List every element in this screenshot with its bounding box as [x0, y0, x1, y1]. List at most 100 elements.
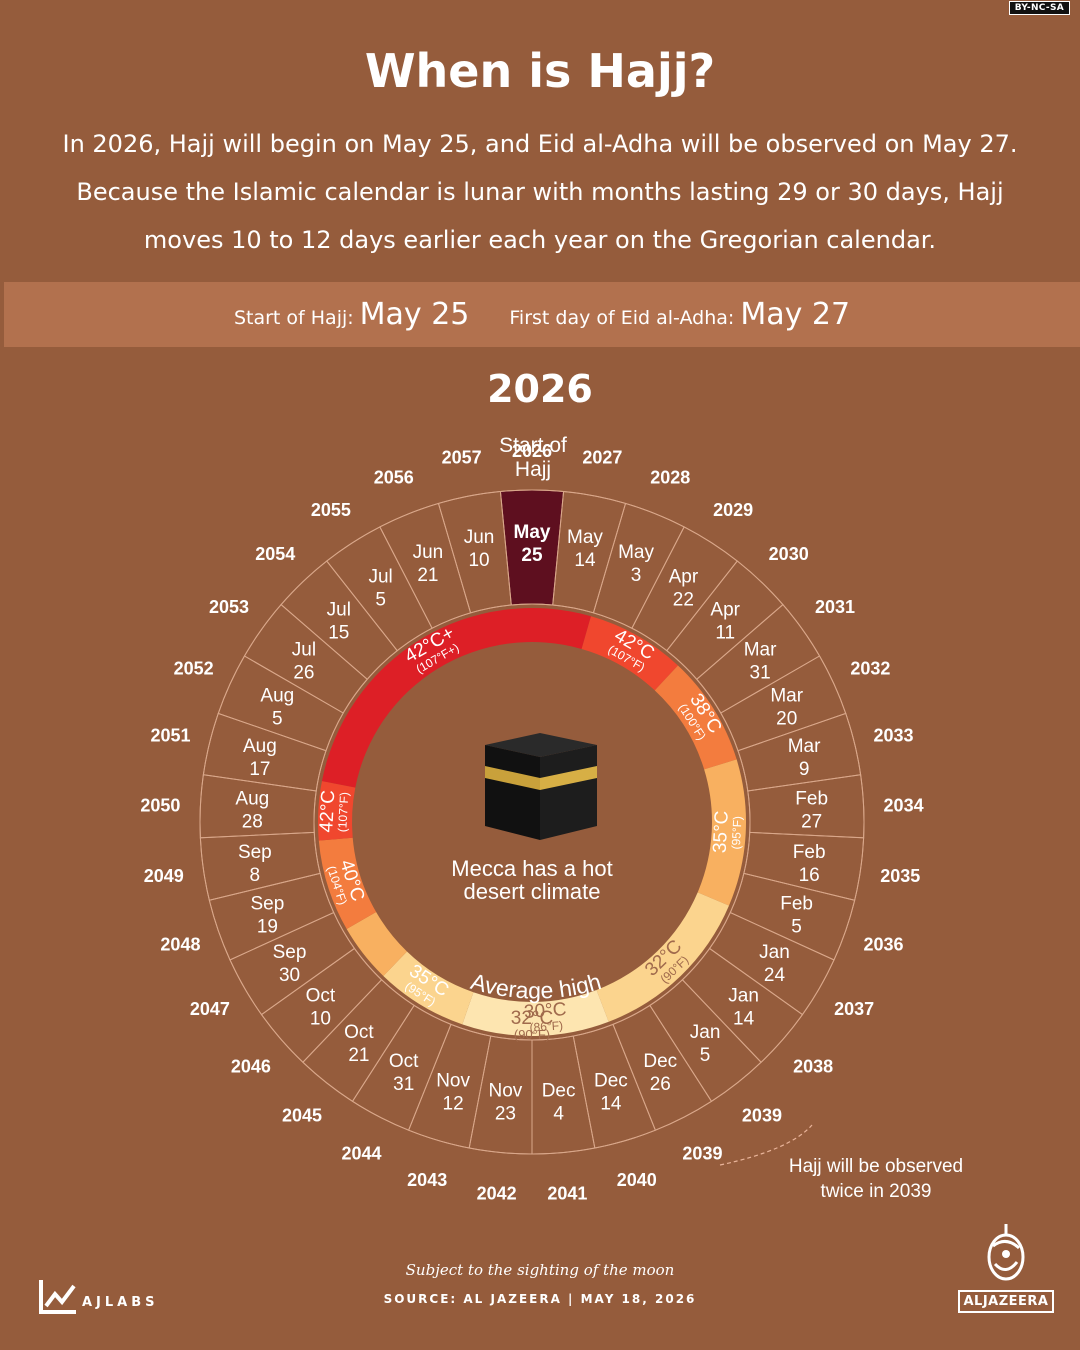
date-day-22: 30 [279, 965, 300, 986]
source-line: SOURCE: AL JAZEERA | MAY 18, 2026 [383, 1292, 697, 1306]
year-label-32: 2057 [442, 448, 482, 468]
date-month-12: Jan [728, 985, 759, 1006]
date-day-20: 21 [348, 1045, 369, 1066]
date-month-17: Nov [488, 1081, 522, 1102]
year-label-1: 2027 [582, 448, 622, 468]
temperature-band-0 [321, 608, 591, 788]
date-month-8: Feb [795, 789, 828, 810]
date-month-24: Sep [238, 842, 272, 863]
date-month-15: Dec [594, 1071, 628, 1092]
aljazeera-wordmark: ALJAZEERA [958, 1290, 1054, 1313]
date-day-21: 10 [310, 1008, 331, 1029]
date-month-26: Aug [243, 736, 277, 757]
start-of-hajj-value: May 25 [359, 297, 470, 332]
date-day-32: 10 [468, 550, 489, 571]
date-day-16: 4 [553, 1104, 564, 1125]
year-label-0: 2026 [512, 441, 552, 461]
date-month-13: Jan [690, 1022, 721, 1043]
license-badge: BY-NC-SA [1008, 1, 1070, 15]
temperature-label-group-1: 42°C(107°F) [606, 625, 658, 674]
date-month-7: Mar [788, 736, 821, 757]
date-day-19: 31 [393, 1074, 414, 1095]
date-month-14: Dec [643, 1051, 677, 1072]
date-month-19: Oct [389, 1051, 419, 1072]
start-of-hajj-marker-line2: Hajj [515, 458, 551, 481]
date-month-6: Mar [770, 686, 803, 707]
date-day-12: 14 [733, 1008, 755, 1029]
year-label-22: 2047 [190, 999, 230, 1019]
year-label-30: 2055 [311, 500, 351, 520]
date-month-32: Jun [464, 527, 495, 548]
date-day-29: 15 [328, 622, 349, 643]
temperature-fahrenheit-3: (95°F) [729, 816, 745, 850]
date-month-31: Jun [413, 542, 444, 563]
temperature-celsius-6: 32°C [511, 1008, 553, 1029]
date-month-23: Sep [250, 894, 284, 915]
temperature-band-6 [383, 951, 474, 1025]
date-day-0: 25 [521, 545, 543, 566]
year-label-9: 2035 [880, 866, 920, 886]
date-day-17: 23 [495, 1104, 516, 1125]
year-label-2: 2028 [650, 468, 690, 488]
date-month-20: Oct [344, 1022, 374, 1043]
year-label-8: 2034 [884, 795, 924, 815]
temperature-fahrenheit-6: (90°F) [514, 1027, 550, 1042]
year-label-15: 2040 [617, 1170, 657, 1190]
date-day-27: 5 [272, 709, 283, 730]
temperature-band-9 [318, 781, 356, 841]
year-label-23: 2048 [160, 935, 200, 955]
center-caption-line2: desert climate [464, 879, 601, 904]
kaaba-icon [485, 733, 597, 840]
ajlabs-logo: AJLABS [38, 1278, 159, 1314]
aljazeera-calligraphy-icon [987, 1224, 1025, 1281]
temperature-band-1 [581, 616, 678, 691]
start-of-hajj-label: Start of Hajj: [233, 307, 354, 329]
date-day-7: 9 [799, 759, 810, 780]
year-sectors [199, 489, 865, 1155]
annotation-line2: twice in 2039 [821, 1181, 932, 1202]
temperature-fahrenheit-5: (86°F) [529, 1018, 563, 1034]
year-label-17: 2042 [477, 1183, 517, 1203]
center-caption-line1: Mecca has a hot [451, 856, 612, 881]
date-day-24: 8 [250, 865, 261, 886]
wheel-labels: 2026May252027May142028May32029Apr222030A… [140, 441, 923, 1203]
year-label-20: 2045 [282, 1105, 322, 1125]
date-sector-22 [229, 911, 356, 1016]
year-label-11: 2037 [834, 999, 874, 1019]
year-label-27: 2052 [174, 658, 214, 678]
date-day-3: 22 [673, 589, 694, 610]
date-month-9: Feb [793, 842, 826, 863]
average-high-label-path: Average high [468, 968, 604, 1003]
temperature-label-group-9: 42°C(107°F) [316, 790, 351, 833]
year-label-14: 2039 [682, 1144, 722, 1164]
date-day-10: 5 [791, 917, 802, 938]
year-label-25: 2050 [140, 795, 180, 815]
date-month-3: Apr [669, 566, 699, 587]
date-day-15: 14 [600, 1094, 622, 1115]
start-of-hajj: Start of Hajj: May 25 [234, 297, 469, 332]
date-day-1: 14 [574, 550, 596, 571]
temperature-fahrenheit-9: (107°F) [335, 792, 351, 833]
year-label-12: 2038 [793, 1057, 833, 1077]
year-label-18: 2043 [407, 1170, 447, 1190]
year-label-28: 2053 [209, 597, 249, 617]
temperature-label-group-5: 30°C(86°F) [523, 999, 567, 1035]
temperature-band-2 [654, 665, 737, 770]
intro-paragraph: In 2026, Hajj will begin on May 25, and … [62, 130, 1018, 254]
date-day-6: 20 [776, 709, 797, 730]
date-day-5: 31 [750, 663, 771, 684]
ajlabs-wordmark: AJLABS [82, 1295, 159, 1310]
date-month-27: Aug [260, 686, 294, 707]
ajlabs-chart-icon [39, 1280, 76, 1314]
page-title: When is Hajj? [364, 44, 716, 98]
date-month-30: Jul [368, 566, 392, 587]
eid-al-adha: First day of Eid al-Adha: May 27 [509, 297, 850, 332]
date-month-2: May [618, 542, 654, 563]
date-day-23: 19 [257, 917, 278, 938]
eid-al-adha-value: May 27 [740, 297, 851, 332]
average-high-label: Average high [468, 968, 604, 1003]
temperature-band-4 [596, 892, 729, 1022]
current-year-heading: 2026 [487, 367, 593, 411]
year-label-4: 2030 [769, 544, 809, 564]
